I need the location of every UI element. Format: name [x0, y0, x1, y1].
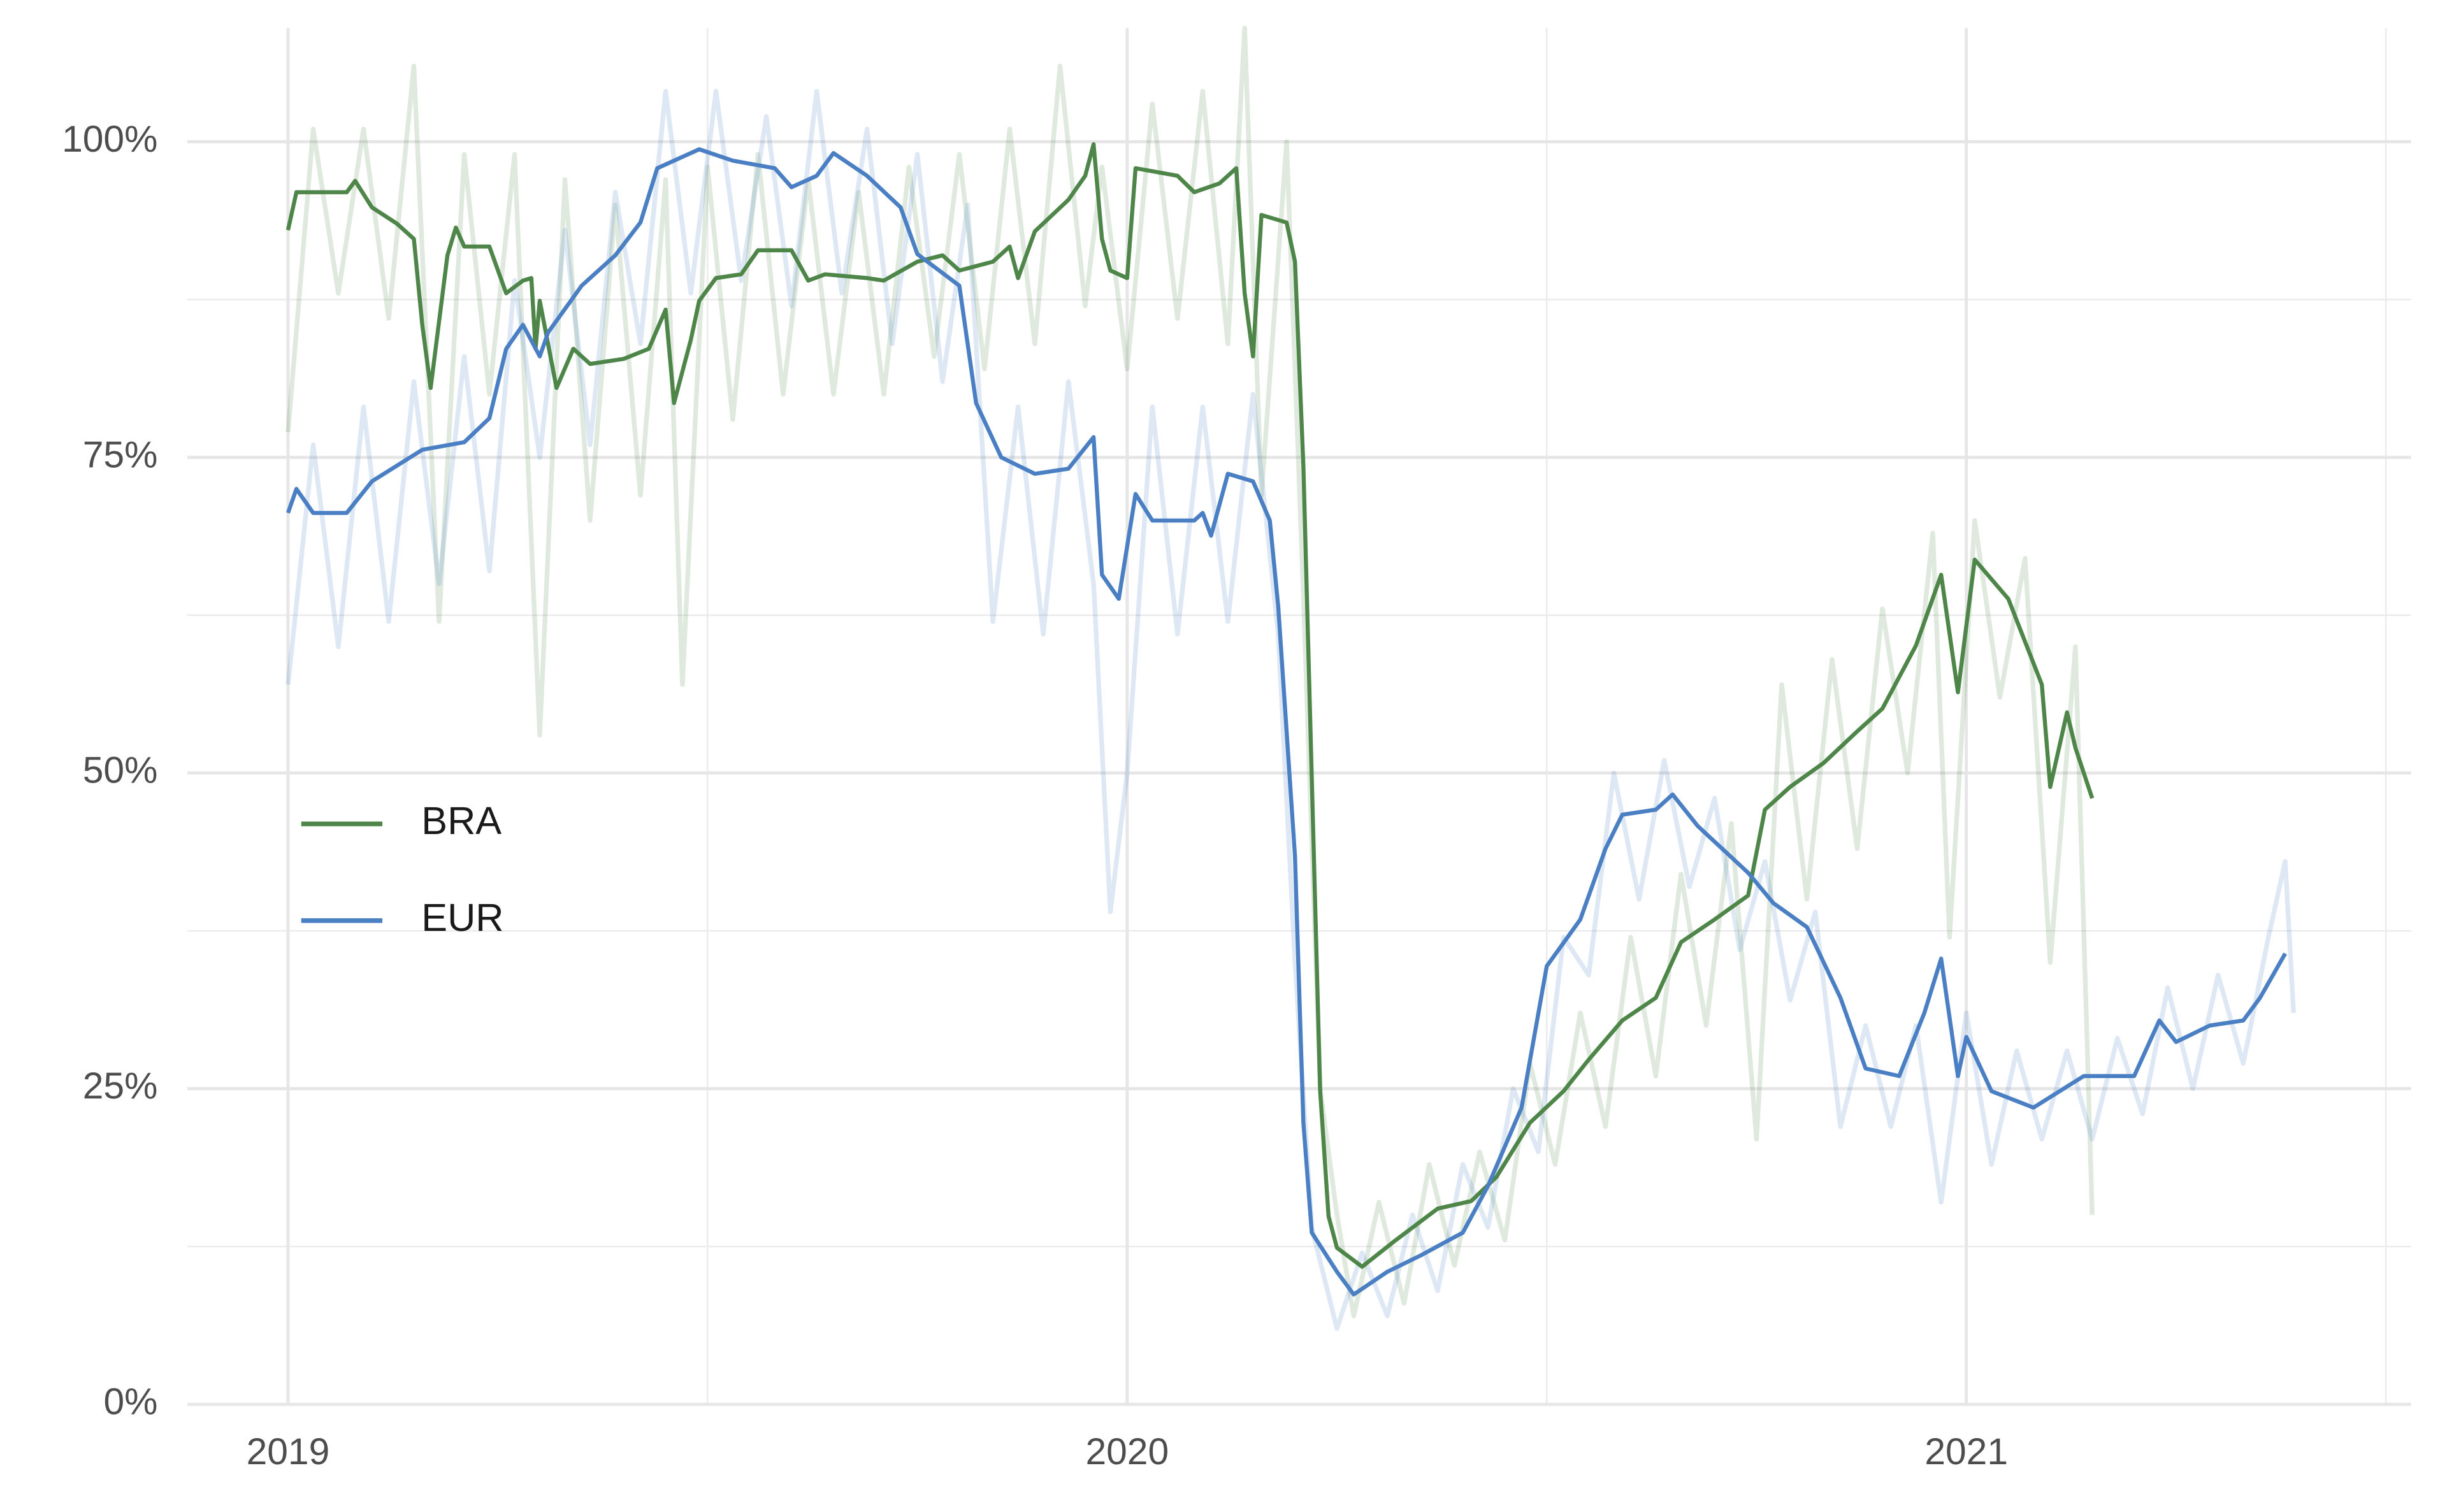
- y-tick-label: 50%: [83, 750, 158, 791]
- y-tick-label: 75%: [83, 434, 158, 475]
- legend-label: BRA: [421, 799, 502, 842]
- raw-line: [285, 89, 2296, 1331]
- x-tick-label: 2019: [247, 1431, 330, 1472]
- legend-label: EUR: [421, 896, 503, 939]
- y-tick-label: 100%: [62, 119, 157, 160]
- raw-line: [285, 25, 2095, 1318]
- y-tick-label: 25%: [83, 1065, 158, 1107]
- series-line: [285, 142, 2095, 1269]
- x-tick-label: 2021: [1924, 1431, 2008, 1472]
- series-line: [285, 147, 2287, 1297]
- x-tick-label: 2020: [1085, 1431, 1169, 1472]
- y-tick-label: 0%: [103, 1381, 157, 1423]
